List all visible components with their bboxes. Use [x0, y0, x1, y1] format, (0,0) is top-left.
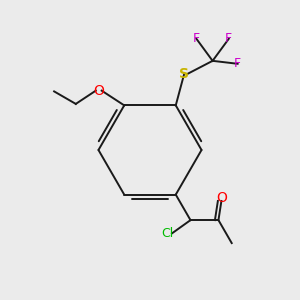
- Text: O: O: [216, 191, 227, 205]
- Text: O: O: [93, 84, 104, 98]
- Text: F: F: [225, 32, 232, 45]
- Text: F: F: [234, 57, 241, 70]
- Text: Cl: Cl: [161, 227, 174, 240]
- Text: F: F: [193, 32, 200, 45]
- Text: S: S: [179, 67, 189, 81]
